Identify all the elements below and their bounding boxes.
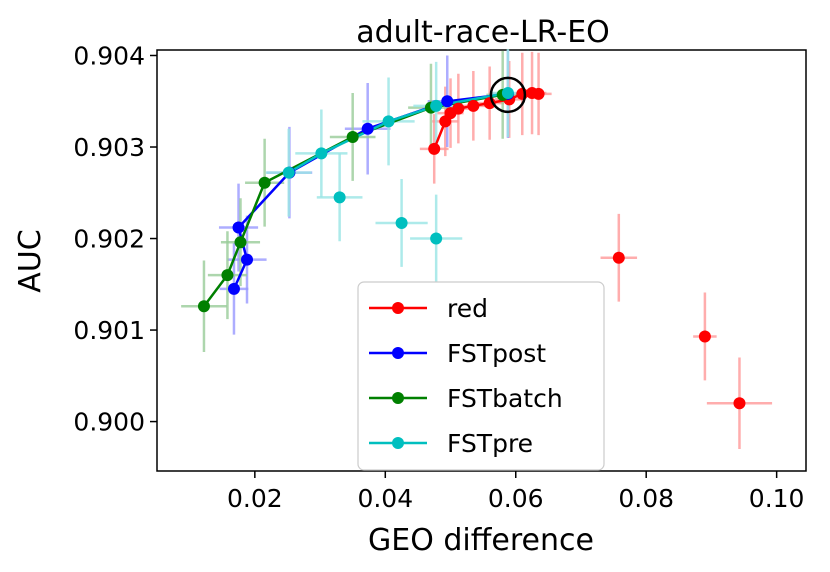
legend-marker-FSTpre: [392, 437, 404, 449]
legend: red FSTpost FSTbatch FSTpre: [357, 281, 605, 471]
y-axis-label: AUC: [13, 229, 48, 292]
data-point-red: [698, 330, 711, 343]
data-point-FSTpre: [315, 147, 328, 160]
legend-marker-red: [392, 302, 404, 314]
y-axis-ticks: 0.900 0.901 0.902 0.903 0.904: [73, 41, 157, 437]
legend-label-red: red: [447, 294, 488, 323]
x-tick-label: 0.06: [488, 484, 544, 513]
x-tick-label: 0.02: [227, 484, 283, 513]
legend-label-FSTpre: FSTpre: [447, 429, 533, 458]
highlight-layer: [489, 76, 527, 114]
data-point-red: [467, 99, 480, 112]
data-point-FSTpre: [395, 216, 408, 229]
data-point-FSTpost: [361, 122, 374, 135]
data-point-FSTbatch: [197, 300, 210, 313]
data-point-FSTpre: [282, 166, 295, 179]
data-point-red: [452, 102, 465, 115]
y-tick-label: 0.900: [73, 408, 145, 437]
data-point-red: [532, 87, 545, 100]
data-point-FSTpre: [501, 87, 514, 100]
plot-frame: [156, 49, 807, 472]
data-point-FSTbatch: [258, 176, 271, 189]
data-point-FSTpost: [232, 221, 245, 234]
data-point-red: [428, 142, 441, 155]
legend-marker-FSTpost: [392, 347, 404, 359]
legend-box: [357, 281, 605, 471]
data-point-FSTpre: [333, 191, 346, 204]
legend-marker-FSTbatch: [392, 392, 404, 404]
x-axis-ticks: 0.02 0.04 0.06 0.08 0.10: [227, 471, 804, 513]
x-axis-label: GEO difference: [368, 523, 594, 558]
legend-label-FSTbatch: FSTbatch: [447, 384, 563, 413]
data-point-red: [612, 251, 625, 264]
y-tick-label: 0.901: [73, 316, 145, 345]
series-markers: [197, 87, 746, 410]
y-tick-label: 0.904: [73, 41, 145, 70]
data-point-red: [733, 397, 746, 410]
y-tick-label: 0.902: [73, 225, 145, 254]
data-point-FSTpost: [441, 95, 454, 108]
chart-title: adult-race-LR-EO: [356, 15, 610, 50]
data-point-FSTbatch: [221, 269, 234, 282]
data-point-FSTpost: [241, 253, 254, 266]
data-point-FSTpre: [430, 232, 443, 245]
highlight-circle: [489, 76, 527, 114]
series-line-FSTpost: [232, 92, 509, 290]
x-tick-label: 0.08: [618, 484, 674, 513]
data-point-FSTpre: [430, 99, 443, 112]
data-point-FSTpre: [382, 115, 395, 128]
data-point-FSTbatch: [234, 236, 247, 249]
x-tick-label: 0.04: [357, 484, 413, 513]
legend-label-FSTpost: FSTpost: [447, 339, 546, 368]
data-point-FSTpost: [227, 282, 240, 295]
x-tick-label: 0.10: [749, 484, 805, 513]
y-tick-label: 0.903: [73, 133, 145, 162]
data-point-FSTbatch: [346, 130, 359, 143]
